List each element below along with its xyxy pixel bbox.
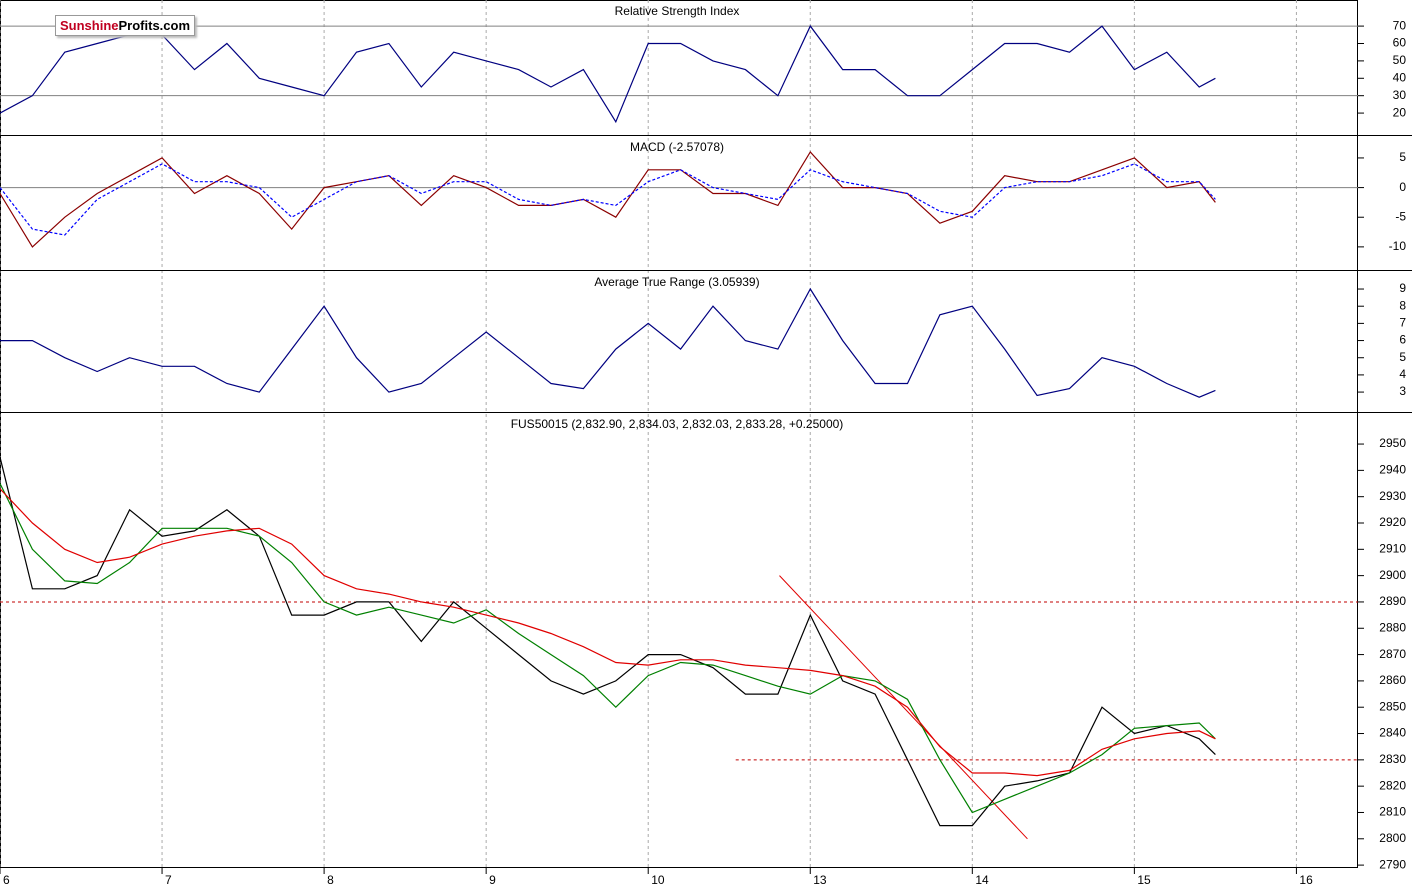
y-tick-label: -10: [1389, 239, 1407, 253]
y-tick-label: 2840: [1379, 726, 1406, 740]
y-tick-label: 3: [1399, 384, 1406, 398]
y-tick-label: 2810: [1379, 805, 1406, 819]
series-line: [0, 163, 1216, 236]
trendline: [779, 575, 1028, 840]
y-tick-label: 2790: [1379, 857, 1406, 871]
x-tick-label: 16: [1299, 873, 1313, 887]
series-line: [0, 24, 1216, 124]
x-tick-label: 8: [327, 873, 334, 887]
panel-title: FUS50015 (2,832.90, 2,834.03, 2,832.03, …: [511, 417, 844, 431]
y-tick-label: 2820: [1379, 778, 1406, 792]
panel-title: Average True Range (3.05939): [594, 275, 759, 289]
y-tick-label: 2860: [1379, 673, 1406, 687]
logo: SunshineProfits.com: [55, 15, 196, 36]
y-tick-label: 2880: [1379, 620, 1406, 634]
y-tick-label: 50: [1393, 53, 1407, 67]
y-tick-label: -5: [1395, 209, 1406, 223]
panel-title: MACD (-2.57078): [630, 140, 724, 154]
y-tick-label: 20: [1393, 105, 1407, 119]
y-tick-label: 2940: [1379, 463, 1406, 477]
x-tick-label: 9: [489, 873, 496, 887]
x-tick-label: 14: [975, 873, 989, 887]
y-tick-label: 5: [1399, 150, 1406, 164]
y-tick-label: 2850: [1379, 699, 1406, 713]
y-tick-label: 2930: [1379, 489, 1406, 503]
y-tick-label: 2900: [1379, 568, 1406, 582]
x-tick-label: 15: [1137, 873, 1151, 887]
y-tick-label: 7: [1399, 316, 1406, 330]
series-line: [0, 457, 1216, 827]
y-tick-label: 9: [1399, 281, 1406, 295]
y-tick-label: 2830: [1379, 752, 1406, 766]
y-tick-label: 6: [1399, 333, 1406, 347]
series-line: [0, 287, 1216, 398]
y-tick-label: 2920: [1379, 515, 1406, 529]
panel-title: Relative Strength Index: [615, 4, 740, 18]
x-tick-label: 10: [651, 873, 665, 887]
y-tick-label: 2870: [1379, 647, 1406, 661]
y-tick-label: 40: [1393, 70, 1407, 84]
y-tick-label: 2800: [1379, 831, 1406, 845]
frame: [0, 0, 1358, 868]
y-tick-label: 5: [1399, 350, 1406, 364]
series-line: [0, 151, 1216, 248]
series-line: [0, 488, 1216, 777]
y-tick-label: 2910: [1379, 541, 1406, 555]
logo-part: Profits.com: [118, 18, 191, 33]
y-tick-label: 70: [1393, 18, 1407, 32]
y-tick-label: 2890: [1379, 594, 1406, 608]
y-tick-label: 30: [1393, 88, 1407, 102]
y-tick-label: 4: [1399, 367, 1406, 381]
y-tick-label: 2950: [1379, 436, 1406, 450]
x-tick-label: 7: [165, 873, 172, 887]
y-tick-label: 0: [1399, 180, 1406, 194]
logo-part: Sunshine: [60, 18, 119, 33]
series-line: [0, 483, 1216, 814]
y-tick-label: 8: [1399, 298, 1406, 312]
y-tick-label: 60: [1393, 36, 1407, 50]
x-tick-label: 13: [813, 873, 827, 887]
x-tick-label: 6: [3, 873, 10, 887]
